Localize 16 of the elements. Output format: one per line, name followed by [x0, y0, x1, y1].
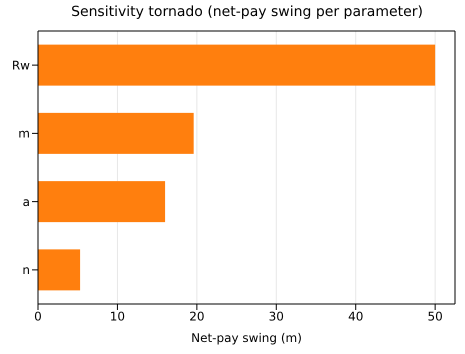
x-tick-label: 30 — [268, 310, 284, 324]
x-tick-label: 50 — [428, 310, 443, 324]
y-tick-label: Rw — [12, 58, 30, 72]
bar — [38, 44, 436, 86]
bar — [38, 249, 80, 290]
x-tick-label: 0 — [34, 310, 42, 324]
x-tick-label: 10 — [110, 310, 126, 324]
x-tick-label: 20 — [189, 310, 204, 324]
x-tick-label: 40 — [348, 310, 364, 324]
chart-title: Sensitivity tornado (net-pay swing per parameter) — [70, 4, 424, 20]
bar — [38, 112, 194, 154]
y-tick-label: a — [22, 194, 30, 209]
y-tick-label: m — [18, 126, 30, 141]
bar — [38, 181, 166, 222]
y-tick-label: n — [22, 263, 30, 278]
x-axis-title: Net-pay swing (m) — [191, 331, 302, 345]
